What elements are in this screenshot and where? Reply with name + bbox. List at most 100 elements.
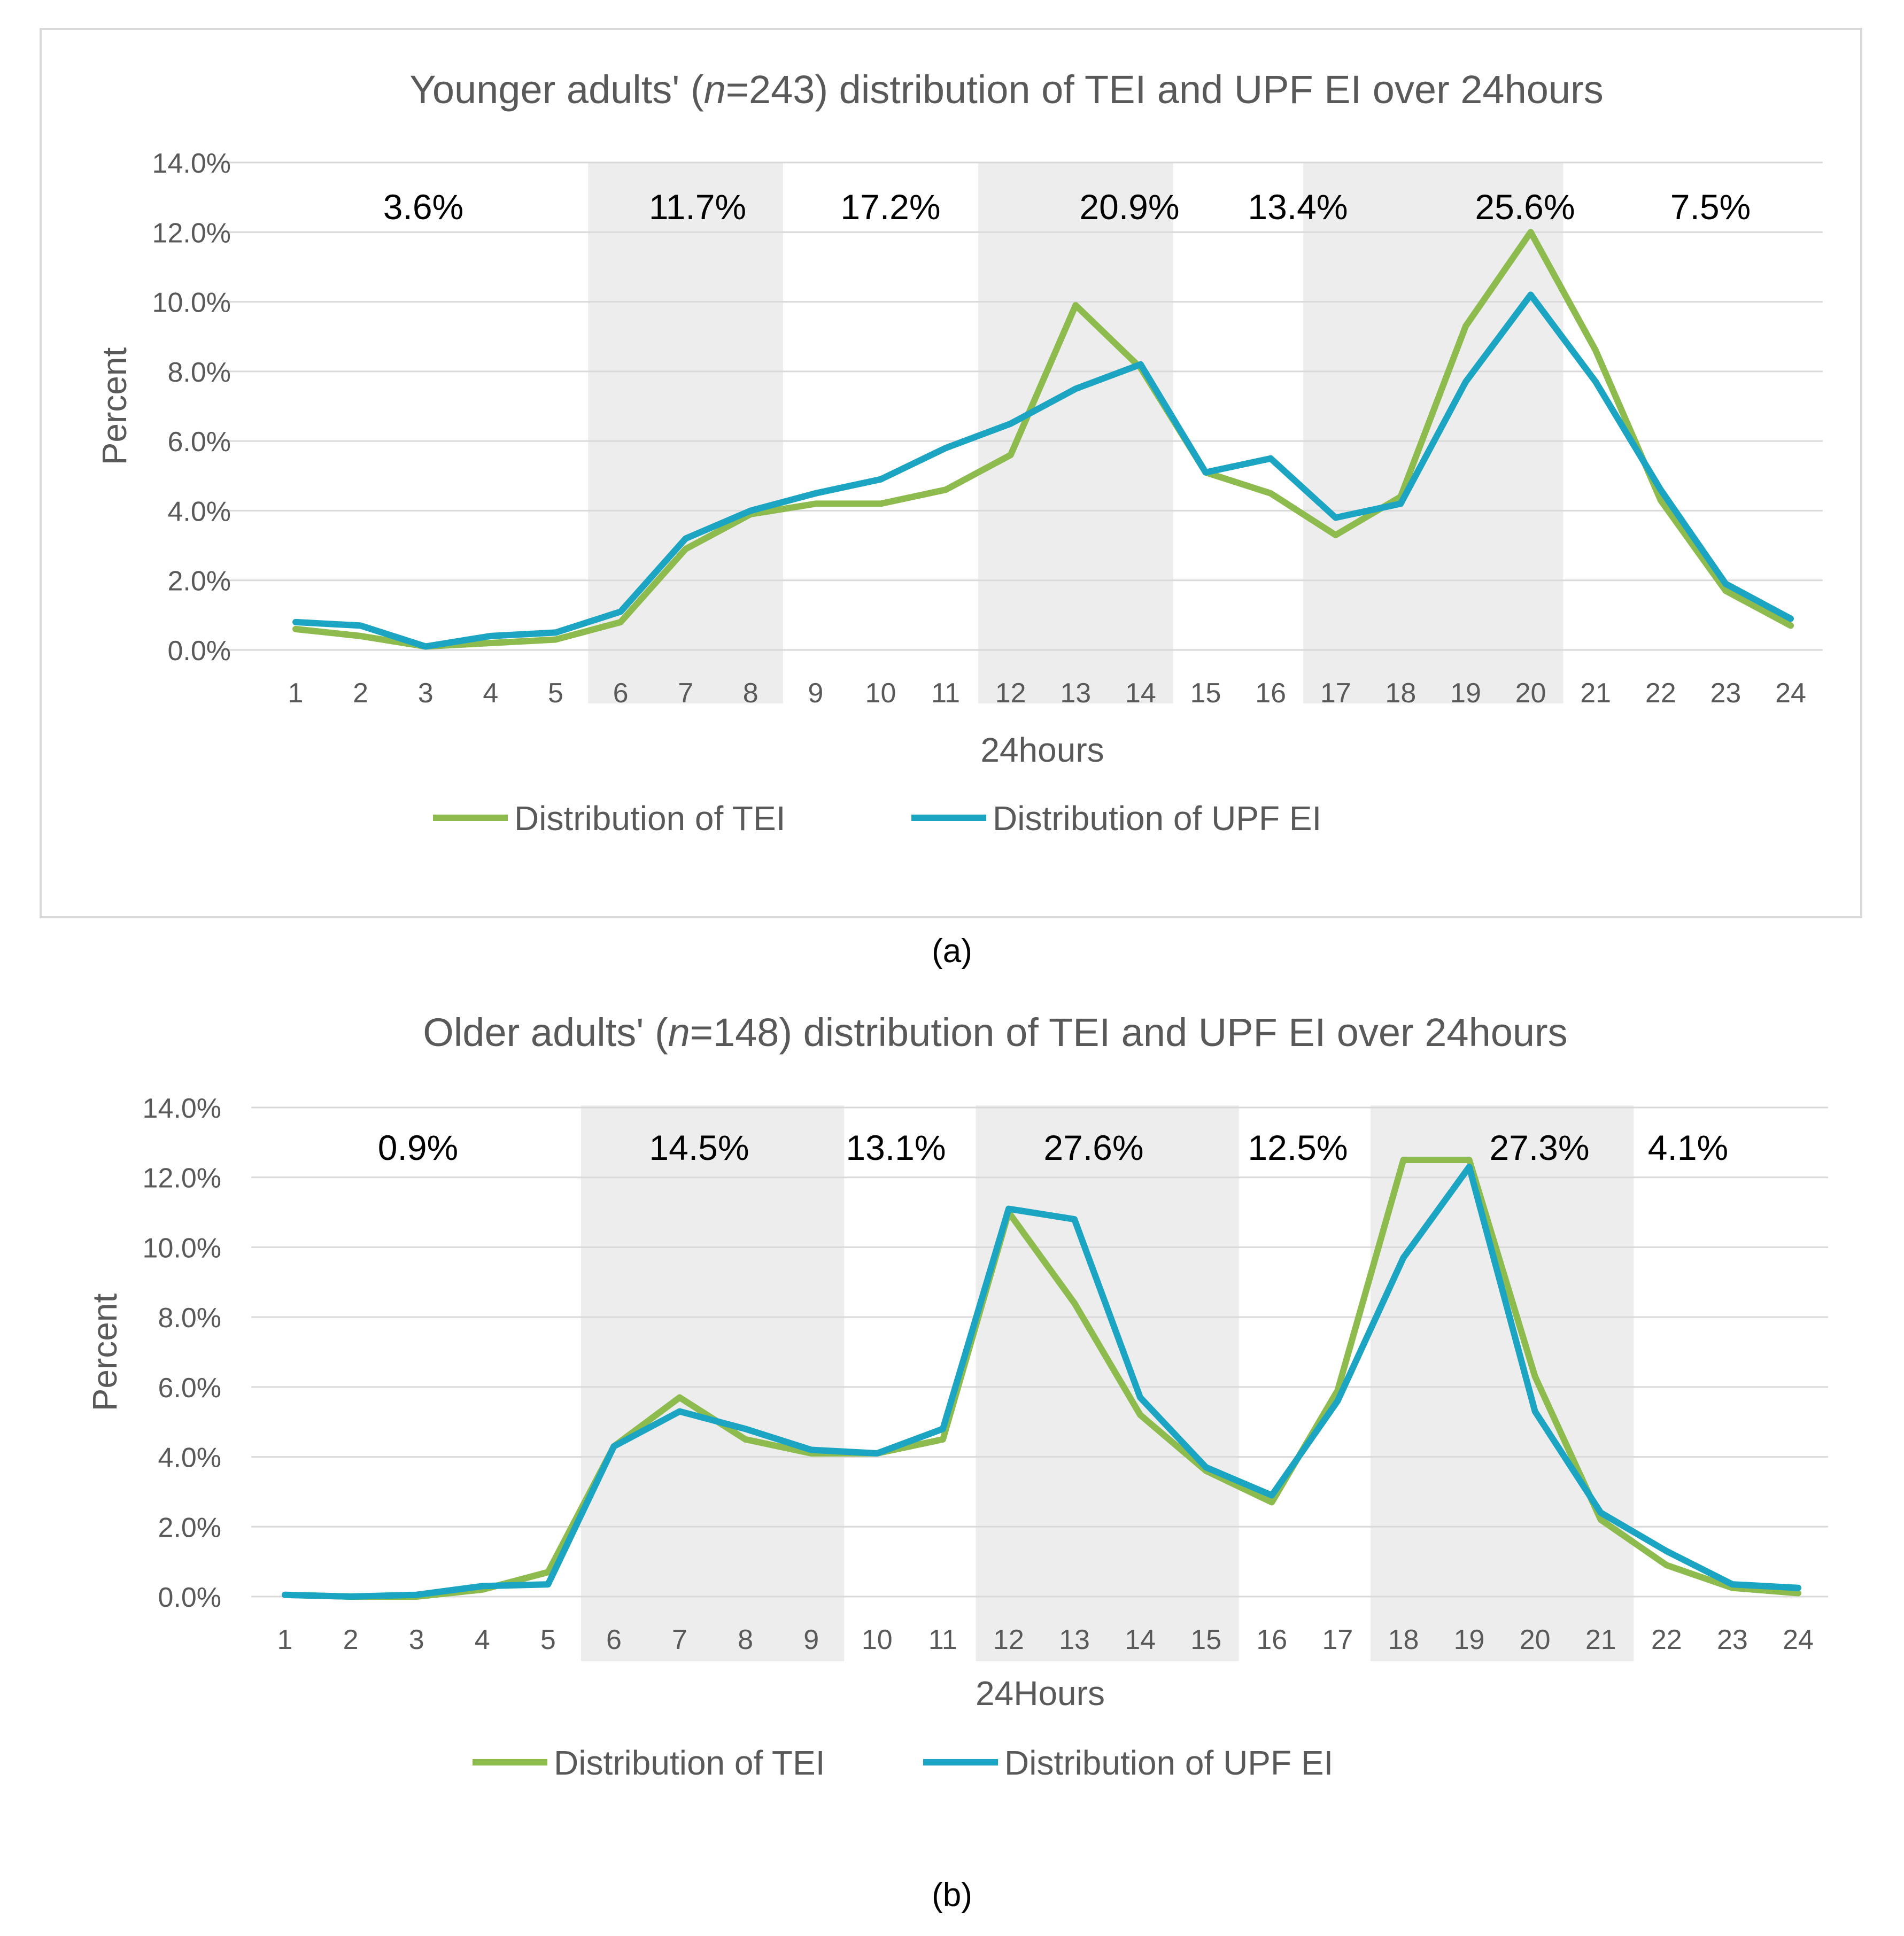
chart-a-y-tick-label: 0.0% [167, 636, 231, 667]
chart-a-x-tick-label: 17 [1320, 678, 1351, 709]
chart-b-x-tick-label: 21 [1585, 1624, 1616, 1655]
chart-a-x-tick-label: 23 [1710, 678, 1741, 709]
chart-b-period-share-label: 13.1% [846, 1128, 946, 1167]
chart-a-x-tick-label: 7 [678, 678, 693, 709]
chart-b-x-tick-label: 9 [803, 1624, 819, 1655]
chart-b-x-tick-label: 18 [1388, 1624, 1419, 1655]
chart-a-line-upf-ei [292, 291, 1794, 650]
chart-a-legend-label-upf: Distribution of UPF EI [993, 799, 1321, 838]
chart-a-x-tick-label: 13 [1060, 678, 1091, 709]
chart-b-x-tick-label: 13 [1059, 1624, 1090, 1655]
chart-a-y-tick-label: 4.0% [167, 496, 231, 527]
chart-b-x-tick-label: 11 [928, 1624, 957, 1655]
chart-a-series-lines [292, 229, 1794, 650]
chart-b-legend: Distribution of TEI Distribution of UPF … [473, 1744, 1333, 1782]
chart-b-x-tick-label: 7 [672, 1624, 687, 1655]
chart-a-period-share-label: 7.5% [1670, 187, 1751, 227]
caption-a: (a) [932, 933, 972, 970]
chart-b-gridlines [251, 1106, 1828, 1598]
chart-b-period-share-label: 0.9% [378, 1128, 458, 1167]
chart-a-x-tick-label: 19 [1450, 678, 1481, 709]
chart-b-y-tick-label: 4.0% [158, 1443, 221, 1474]
chart-b-period-share-label: 14.5% [649, 1128, 749, 1167]
chart-b-x-tick-label: 2 [343, 1624, 359, 1655]
chart-b-x-tick-labels: 1 2 3 4 5 6 7 8 9 10 11 12 13 14 15 16 17 18 19 20 21 22 23 24 [277, 1624, 1814, 1655]
chart-a-period-share-label: 25.6% [1475, 187, 1575, 227]
chart-a-gridlines [219, 161, 1823, 651]
chart-a-x-tick-label: 18 [1385, 678, 1416, 709]
chart-b-series-lines [282, 1157, 1801, 1600]
chart-b-x-tick-label: 16 [1256, 1624, 1287, 1655]
chart-a-legend-label-tei: Distribution of TEI [514, 799, 785, 838]
chart-b-y-tick-label: 0.0% [158, 1582, 221, 1613]
chart-b-period-share-label: 4.1% [1648, 1128, 1728, 1167]
chart-b-x-tick-label: 15 [1190, 1624, 1221, 1655]
chart-a-x-axis-label: 24hours [980, 731, 1104, 769]
chart-a-x-tick-label: 12 [995, 678, 1026, 709]
chart-a-y-tick-label: 14.0% [152, 148, 231, 179]
chart-older-adults: Older adults' (n=148) distribution of TE… [86, 1010, 1828, 1782]
chart-a-x-tick-label: 9 [808, 678, 823, 709]
chart-b-x-tick-label: 14 [1125, 1624, 1156, 1655]
chart-a-x-tick-label: 24 [1775, 678, 1806, 709]
chart-b-title: Older adults' (n=148) distribution of TE… [423, 1010, 1567, 1055]
chart-a-y-tick-label: 8.0% [167, 357, 231, 388]
chart-b-line-upf-ei [282, 1164, 1801, 1600]
chart-a-x-tick-label: 20 [1515, 678, 1546, 709]
chart-a-y-tick-label: 12.0% [152, 218, 231, 249]
chart-a-x-tick-label: 16 [1255, 678, 1286, 709]
chart-a-period-share-label: 20.9% [1079, 187, 1179, 227]
chart-b-y-axis-label: Percent [86, 1294, 124, 1412]
chart-a-period-share-label: 3.6% [383, 187, 463, 227]
chart-b-x-tick-label: 5 [540, 1624, 556, 1655]
chart-a-x-tick-label: 14 [1125, 678, 1156, 709]
chart-b-x-tick-label: 20 [1520, 1624, 1551, 1655]
chart-b-y-tick-label: 10.0% [143, 1233, 221, 1264]
chart-a-shaded-bands [588, 162, 1564, 703]
chart-a-band-2 [978, 162, 1173, 703]
chart-b-x-tick-label: 6 [606, 1624, 622, 1655]
chart-a-x-tick-labels: 1 2 3 4 5 6 7 8 9 10 11 12 13 14 15 16 17 18 19 20 21 22 23 24 [288, 678, 1806, 709]
chart-b-x-axis-label: 24Hours [976, 1674, 1105, 1713]
chart-b-period-share-label: 27.6% [1043, 1128, 1143, 1167]
chart-b-y-tick-labels: 0.0% 2.0% 4.0% 6.0% 8.0% 10.0% 12.0% 14.0% [143, 1093, 221, 1613]
chart-a-x-tick-label: 2 [353, 678, 368, 709]
chart-a-x-tick-label: 8 [743, 678, 758, 709]
chart-a-x-tick-label: 21 [1580, 678, 1611, 709]
chart-a-x-tick-label: 22 [1645, 678, 1676, 709]
chart-younger-adults: Younger adults' (n=243) distribution of … [40, 28, 1862, 918]
chart-b-x-tick-label: 8 [738, 1624, 753, 1655]
chart-b-x-tick-label: 22 [1651, 1624, 1682, 1655]
chart-a-y-tick-label: 2.0% [167, 566, 231, 597]
chart-a-x-tick-label: 4 [483, 678, 498, 709]
chart-a-line-tei [292, 229, 1794, 650]
chart-b-x-tick-label: 10 [862, 1624, 893, 1655]
chart-a-x-tick-label: 11 [931, 678, 960, 709]
chart-b-y-tick-label: 2.0% [158, 1512, 221, 1543]
chart-a-y-axis-label: Percent [95, 347, 134, 466]
chart-a-period-share-label: 17.2% [840, 187, 940, 227]
chart-a-annotations: 3.6% 11.7% 17.2% 20.9% 13.4% 25.6% 7.5% [383, 187, 1751, 227]
chart-b-band-3 [1370, 1105, 1634, 1661]
chart-b-x-tick-label: 19 [1454, 1624, 1485, 1655]
chart-b-period-share-label: 27.3% [1489, 1128, 1589, 1167]
chart-b-y-tick-label: 14.0% [143, 1093, 221, 1124]
chart-b-y-tick-label: 8.0% [158, 1303, 221, 1334]
chart-a-x-tick-label: 15 [1190, 678, 1221, 709]
caption-b: (b) [932, 1877, 972, 1914]
chart-a-x-tick-label: 3 [418, 678, 434, 709]
chart-a-period-share-label: 13.4% [1248, 187, 1348, 227]
chart-a-x-tick-label: 1 [288, 678, 304, 709]
chart-b-y-tick-label: 6.0% [158, 1373, 221, 1404]
chart-a-legend: Distribution of TEI Distribution of UPF … [433, 799, 1321, 838]
chart-a-y-tick-label: 10.0% [152, 288, 231, 319]
chart-b-line-tei [282, 1157, 1801, 1600]
chart-b-x-tick-label: 23 [1717, 1624, 1748, 1655]
chart-a-title: Younger adults' (n=243) distribution of … [409, 67, 1603, 112]
chart-b-x-tick-label: 24 [1783, 1624, 1814, 1655]
chart-b-band-2 [976, 1105, 1239, 1661]
chart-b-y-tick-label: 12.0% [143, 1163, 221, 1194]
chart-b-legend-label-upf: Distribution of UPF EI [1004, 1744, 1333, 1782]
chart-b-x-tick-label: 12 [993, 1624, 1024, 1655]
